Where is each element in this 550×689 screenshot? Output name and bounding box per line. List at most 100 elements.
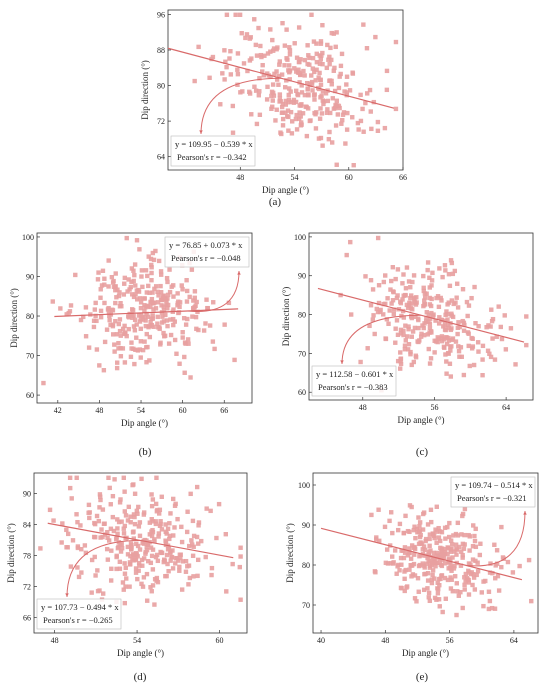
data-point xyxy=(371,313,376,318)
data-point xyxy=(194,484,200,490)
data-point xyxy=(156,258,162,264)
data-point xyxy=(149,270,154,276)
data-point xyxy=(434,540,439,545)
data-point xyxy=(98,308,104,314)
data-point xyxy=(455,520,461,526)
data-point xyxy=(450,589,456,594)
data-point xyxy=(387,308,392,313)
data-point xyxy=(336,85,342,91)
data-point xyxy=(442,322,448,328)
data-point xyxy=(449,568,454,573)
data-point xyxy=(376,283,382,288)
data-point xyxy=(154,575,160,581)
data-point xyxy=(294,127,300,132)
data-point xyxy=(483,578,488,584)
data-point xyxy=(386,321,391,327)
data-point xyxy=(216,501,222,507)
data-point xyxy=(151,257,157,263)
data-point xyxy=(41,380,46,386)
data-point xyxy=(257,89,262,94)
data-point xyxy=(334,30,339,35)
data-point xyxy=(390,298,396,303)
data-point xyxy=(154,475,159,480)
data-point xyxy=(369,126,374,132)
data-point xyxy=(149,517,154,522)
data-point xyxy=(136,313,142,318)
data-point xyxy=(427,316,433,321)
data-point xyxy=(479,590,484,595)
data-point xyxy=(105,557,111,562)
data-point xyxy=(150,497,156,502)
data-point xyxy=(414,599,419,604)
data-point xyxy=(306,53,311,58)
data-point xyxy=(368,109,373,114)
data-point xyxy=(405,305,411,310)
data-point xyxy=(124,333,129,339)
data-point xyxy=(166,568,171,574)
data-point xyxy=(91,324,97,330)
data-point xyxy=(436,535,442,540)
data-point xyxy=(294,112,299,118)
data-point xyxy=(427,295,432,301)
data-point xyxy=(218,102,223,107)
panel-label: (e) xyxy=(416,671,429,683)
data-point xyxy=(191,298,196,303)
data-point xyxy=(270,82,276,87)
data-point xyxy=(150,547,156,552)
data-point xyxy=(68,485,73,491)
data-point xyxy=(423,571,428,577)
data-point xyxy=(108,502,113,507)
data-point xyxy=(474,572,479,578)
data-point xyxy=(122,281,127,286)
data-point xyxy=(489,605,495,611)
data-point xyxy=(393,39,399,45)
data-point xyxy=(392,548,398,553)
data-point xyxy=(59,540,64,545)
data-point xyxy=(113,284,118,289)
pearson-coefficient: Pearson's r = −0.321 xyxy=(457,493,527,503)
data-point xyxy=(106,284,111,289)
data-point xyxy=(338,292,343,298)
data-point xyxy=(427,543,432,548)
data-point xyxy=(442,327,448,332)
data-point xyxy=(448,547,453,552)
data-point xyxy=(196,520,202,525)
data-point xyxy=(179,587,185,592)
data-point xyxy=(421,285,426,291)
data-point xyxy=(102,282,107,287)
data-point xyxy=(460,287,466,292)
x-tick-label: 56 xyxy=(430,403,438,412)
data-point xyxy=(149,277,154,283)
data-point xyxy=(141,556,147,561)
data-point xyxy=(470,344,476,349)
data-point xyxy=(458,589,463,595)
data-point xyxy=(147,334,153,340)
data-point xyxy=(150,527,155,533)
data-point xyxy=(404,585,409,590)
data-point xyxy=(149,265,154,270)
data-point xyxy=(163,312,168,318)
data-point xyxy=(113,300,118,306)
data-point xyxy=(429,577,434,582)
data-point xyxy=(448,586,454,591)
data-point xyxy=(304,80,310,86)
data-point xyxy=(466,592,472,597)
data-point xyxy=(338,71,343,77)
data-point xyxy=(115,531,120,536)
data-point xyxy=(488,561,493,566)
data-point xyxy=(470,544,476,549)
data-point xyxy=(189,538,194,543)
data-point xyxy=(184,277,189,283)
data-point xyxy=(398,300,404,306)
data-point xyxy=(141,575,147,580)
data-point xyxy=(146,558,151,564)
y-tick-label: 70 xyxy=(298,349,306,358)
data-point xyxy=(375,119,381,125)
data-point xyxy=(289,131,295,136)
data-point xyxy=(409,543,415,548)
x-axis-label: Dip angle (°) xyxy=(117,648,164,658)
data-point xyxy=(118,354,124,359)
data-point xyxy=(455,533,461,538)
data-point xyxy=(417,562,423,568)
data-point xyxy=(144,311,149,317)
